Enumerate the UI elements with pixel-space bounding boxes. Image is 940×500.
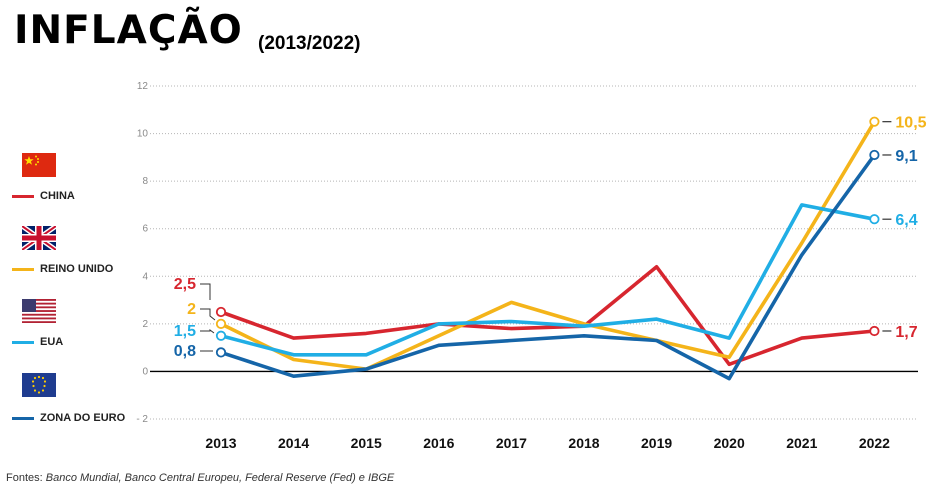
data-point-marker (215, 306, 227, 318)
leader-line (200, 283, 211, 300)
x-tick-label: 2020 (714, 435, 745, 451)
x-tick-label: 2021 (786, 435, 817, 451)
series-line (219, 203, 877, 357)
y-tick-label: 6 (142, 224, 148, 235)
data-label-start: 0,8 (174, 343, 196, 360)
data-label-start: 2 (187, 301, 196, 318)
legend-item-eurozone: ZONA DO EURO (12, 373, 152, 433)
sources-list: Banco Mundial, Banco Central Europeu, Fe… (45, 472, 395, 484)
legend-swatch-eurozone (12, 417, 34, 420)
chart-title: INFLAÇÃO (14, 8, 243, 53)
x-tick-label: 2016 (423, 435, 454, 451)
data-label-end: 1,7 (895, 324, 917, 341)
data-point-marker (869, 325, 880, 337)
y-tick-label: 10 (137, 129, 149, 140)
sources-prefix: Fontes: (6, 472, 46, 484)
usa-flag-icon (22, 299, 56, 323)
legend-item-china: CHINA (12, 153, 152, 213)
legend-swatch-china (12, 195, 34, 198)
leader-line (200, 329, 215, 334)
china-flag-icon (22, 153, 56, 177)
data-label-start: 2,5 (174, 276, 196, 293)
y-tick-label: 2 (142, 319, 148, 330)
legend-label-china: CHINA (40, 190, 75, 202)
uk-flag-icon (22, 226, 56, 250)
legend-label-eurozone: ZONA DO EURO (40, 412, 126, 424)
chart-subtitle: (2013/2022) (258, 33, 361, 54)
series-line (219, 153, 877, 381)
data-label-end: 10,5 (895, 115, 926, 132)
y-tick-label: 12 (137, 81, 149, 92)
x-tick-label: 2019 (641, 435, 672, 451)
data-label-end: 6,4 (895, 212, 917, 229)
y-tick-label: - 2 (136, 414, 148, 425)
legend-label-uk: REINO UNIDO (40, 263, 114, 275)
legend-swatch-uk (12, 268, 34, 271)
legend-item-usa: EUA (12, 299, 152, 359)
data-point-marker (215, 347, 227, 358)
legend-item-uk: REINO UNIDO (12, 226, 152, 286)
data-label-start: 1,5 (174, 323, 196, 340)
leader-line (200, 308, 216, 321)
x-tick-label: 2018 (568, 435, 599, 451)
y-tick-label: 0 (142, 366, 148, 377)
y-tick-label: 8 (142, 176, 148, 187)
x-tick-label: 2017 (496, 435, 527, 451)
data-point-marker (215, 318, 227, 329)
data-point-marker (869, 116, 880, 127)
series-line (219, 264, 877, 367)
x-tick-label: 2013 (205, 435, 236, 451)
sources-footnote: Fontes: Banco Mundial, Banco Central Eur… (6, 472, 394, 484)
x-tick-label: 2022 (859, 435, 890, 451)
x-tick-label: 2015 (351, 435, 382, 451)
y-tick-label: 4 (142, 271, 148, 282)
legend-label-usa: EUA (40, 336, 64, 348)
eu-flag-icon (22, 373, 56, 397)
x-tick-label: 2014 (278, 435, 309, 451)
data-point-marker (215, 330, 227, 341)
series-line (219, 119, 877, 371)
data-point-marker (869, 214, 880, 225)
legend-swatch-usa (12, 341, 34, 344)
data-point-marker (869, 149, 880, 161)
data-label-end: 9,1 (895, 148, 917, 165)
